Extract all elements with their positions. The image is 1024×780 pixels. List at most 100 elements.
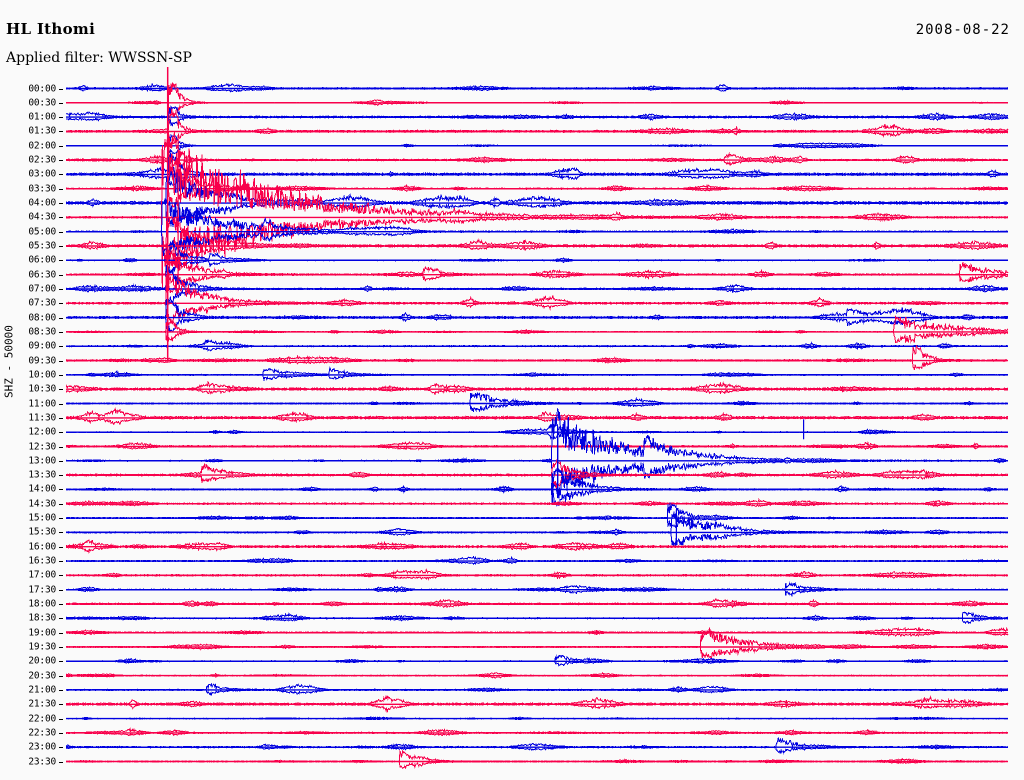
time-label: 22:30 [28, 727, 56, 739]
axis-tick [59, 232, 63, 233]
axis-tick [59, 547, 63, 548]
axis-tick [59, 332, 63, 333]
axis-tick [59, 246, 63, 247]
trace-row [66, 626, 1009, 661]
axis-tick [59, 389, 63, 390]
axis-tick [59, 590, 63, 591]
time-label: 21:00 [28, 684, 56, 696]
axis-tick [59, 762, 63, 763]
axis-tick [59, 719, 63, 720]
time-label: 17:30 [28, 584, 56, 596]
trace-row [66, 366, 1009, 382]
axis-tick [59, 189, 63, 190]
time-label: 05:30 [28, 240, 56, 252]
axis-tick [59, 404, 63, 405]
axis-tick [59, 131, 63, 132]
axis-tick [59, 103, 63, 104]
time-label: 07:00 [28, 283, 56, 295]
trace-row [66, 654, 1009, 667]
time-label: 12:00 [28, 426, 56, 438]
axis-tick [59, 260, 63, 261]
time-label: 16:00 [28, 541, 56, 553]
time-label: 07:30 [28, 297, 56, 309]
time-axis: 00:00 00:30 01:00 01:30 02:00 02:30 03:00 03:30… [0, 0, 63, 780]
time-label: 00:00 [28, 83, 56, 94]
time-label: 18:30 [28, 612, 56, 624]
axis-tick [59, 661, 63, 662]
axis-tick [59, 733, 63, 734]
trace-row [66, 511, 1009, 547]
axis-tick [59, 676, 63, 677]
time-label: 13:30 [28, 469, 56, 481]
axis-tick [59, 489, 63, 490]
time-label: 04:00 [28, 197, 56, 209]
time-label: 03:00 [28, 168, 56, 180]
time-label: 06:30 [28, 269, 56, 281]
axis-tick [59, 275, 63, 276]
trace-row [66, 568, 1009, 581]
trace-row [66, 555, 1009, 566]
time-label: 11:30 [28, 412, 56, 424]
trace-row [66, 127, 1009, 288]
axis-tick [59, 704, 63, 705]
time-label: 19:30 [28, 641, 56, 653]
axis-tick [59, 361, 63, 362]
axis-tick [59, 346, 63, 347]
time-label: 18:00 [28, 598, 56, 610]
time-label: 02:00 [28, 140, 56, 152]
time-label: 09:30 [28, 355, 56, 367]
trace-row [66, 539, 1009, 554]
time-label: 12:30 [28, 441, 56, 452]
time-label: 15:30 [28, 526, 56, 538]
time-label: 14:30 [28, 498, 56, 510]
axis-tick [59, 89, 63, 90]
trace-row [66, 749, 1008, 770]
time-label: 20:00 [28, 655, 56, 667]
axis-tick [59, 618, 63, 619]
trace-canvas [66, 67, 1009, 770]
seismogram-plot [66, 0, 1010, 780]
axis-tick [59, 318, 63, 319]
time-label: 14:00 [28, 483, 56, 495]
axis-tick [59, 461, 63, 462]
time-label: 03:30 [28, 183, 56, 195]
axis-tick [59, 375, 63, 376]
trace-row [66, 626, 1009, 638]
trace-row [66, 581, 1009, 598]
trace-row [66, 392, 1009, 413]
trace-row [66, 716, 1009, 721]
time-label: 02:30 [28, 154, 56, 166]
time-label: 06:00 [28, 254, 56, 266]
trace-row [66, 611, 1009, 625]
axis-tick [59, 160, 63, 161]
axis-tick [59, 561, 63, 562]
time-label: 01:30 [28, 125, 56, 137]
axis-tick [59, 532, 63, 533]
trace-row [66, 727, 1009, 737]
axis-tick [59, 174, 63, 175]
record-date: 2008-08-22 [915, 22, 1010, 38]
time-label: 11:00 [28, 398, 56, 410]
trace-row [66, 133, 1008, 155]
axis-tick [59, 418, 63, 419]
trace-row [66, 441, 1009, 451]
axis-tick [59, 146, 63, 147]
axis-tick [59, 203, 63, 204]
time-label: 13:00 [28, 455, 56, 467]
time-label: 01:00 [28, 111, 56, 123]
axis-tick [59, 303, 63, 304]
station-title: HL Ithomi [6, 20, 96, 38]
time-label: 23:00 [28, 741, 56, 753]
axis-tick [59, 117, 63, 118]
trace-row [66, 345, 1009, 370]
trace-row [66, 198, 1009, 256]
time-label: 16:30 [28, 555, 56, 567]
time-label: 08:30 [28, 326, 56, 338]
trace-row [66, 275, 1009, 325]
trace-row [66, 240, 1009, 274]
trace-row [66, 682, 1009, 696]
trace-row [66, 338, 1009, 352]
axis-tick [59, 575, 63, 576]
trace-row [66, 112, 1009, 147]
